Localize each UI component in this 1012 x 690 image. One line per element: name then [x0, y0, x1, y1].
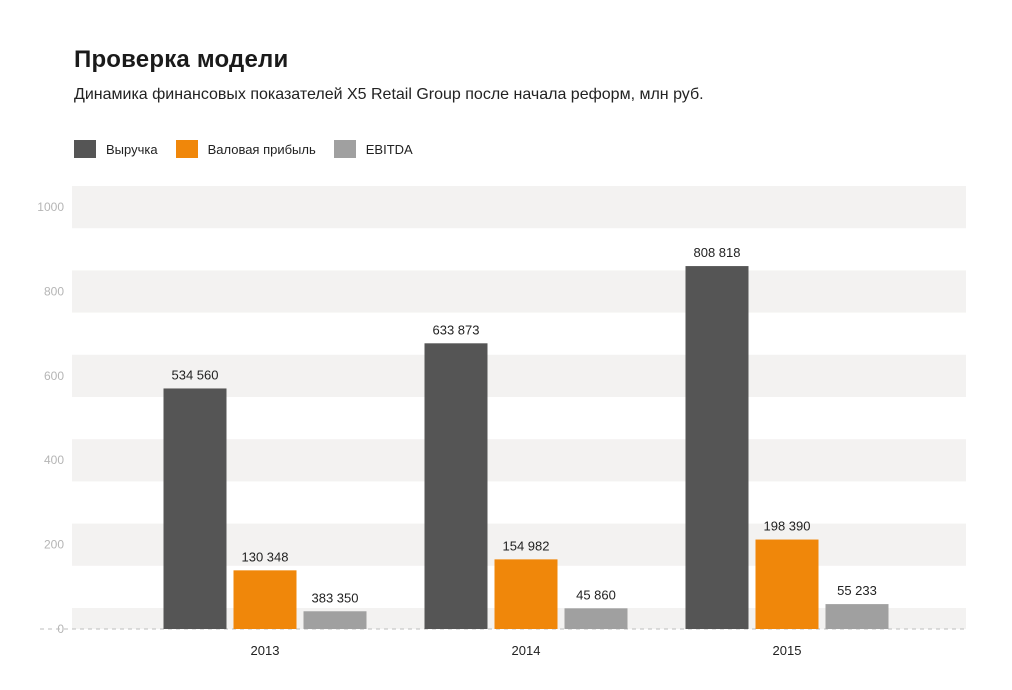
legend-swatch-revenue: [74, 140, 96, 158]
grid-band: [72, 186, 966, 229]
y-tick-label: 1000: [37, 200, 64, 214]
data-label-ebitda-2013: 383 350: [312, 590, 359, 605]
bar-ebitda-2014: [564, 608, 628, 629]
legend-label-revenue: Выручка: [106, 141, 158, 157]
bar-gross-profit-2014: [494, 559, 558, 629]
legend-item-revenue: Выручка: [74, 140, 158, 158]
y-tick-label: 800: [44, 284, 64, 298]
x-tick-label-2015: 2015: [773, 643, 802, 658]
data-label-revenue-2014: 633 873: [433, 322, 480, 337]
legend-swatch-ebitda: [333, 140, 356, 158]
grid-band: [72, 270, 966, 313]
bar-revenue-2013: [163, 388, 227, 629]
data-label-ebitda-2014: 45 860: [576, 587, 616, 602]
data-label-revenue-2013: 534 560: [172, 367, 219, 382]
bar-gross-profit-2015: [755, 539, 819, 629]
legend-item-gross-profit: Валовая прибыль: [175, 140, 316, 158]
bar-revenue-2015: [685, 266, 749, 629]
x-tick-label-2014: 2014: [512, 643, 541, 658]
legend: Выручка Валовая прибыль EBITDA: [74, 140, 431, 158]
data-label-gross-profit-2014: 154 982: [503, 538, 550, 553]
y-tick-label: 400: [44, 453, 64, 467]
data-label-revenue-2015: 808 818: [694, 245, 741, 260]
bar-revenue-2014: [424, 343, 488, 629]
chart-subtitle: Динамика финансовых показателей X5 Retai…: [74, 86, 704, 103]
y-tick-label: 200: [44, 538, 64, 552]
x-tick-label-2013: 2013: [251, 643, 280, 658]
bar-ebitda-2015: [825, 604, 889, 629]
data-label-gross-profit-2015: 198 390: [764, 519, 811, 534]
legend-item-ebitda: EBITDA: [333, 140, 413, 158]
bar-gross-profit-2013: [233, 570, 297, 629]
chart-title: Проверка модели: [74, 46, 289, 73]
bar-ebitda-2013: [303, 611, 367, 629]
data-label-gross-profit-2013: 130 348: [242, 549, 289, 564]
legend-label-gross-profit: Валовая прибыль: [207, 141, 316, 157]
data-label-ebitda-2015: 55 233: [837, 583, 877, 598]
legend-label-ebitda: EBITDA: [365, 141, 413, 157]
legend-swatch-gross-profit: [175, 140, 198, 158]
y-tick-label: 0: [57, 622, 64, 636]
y-tick-label: 600: [44, 369, 64, 383]
